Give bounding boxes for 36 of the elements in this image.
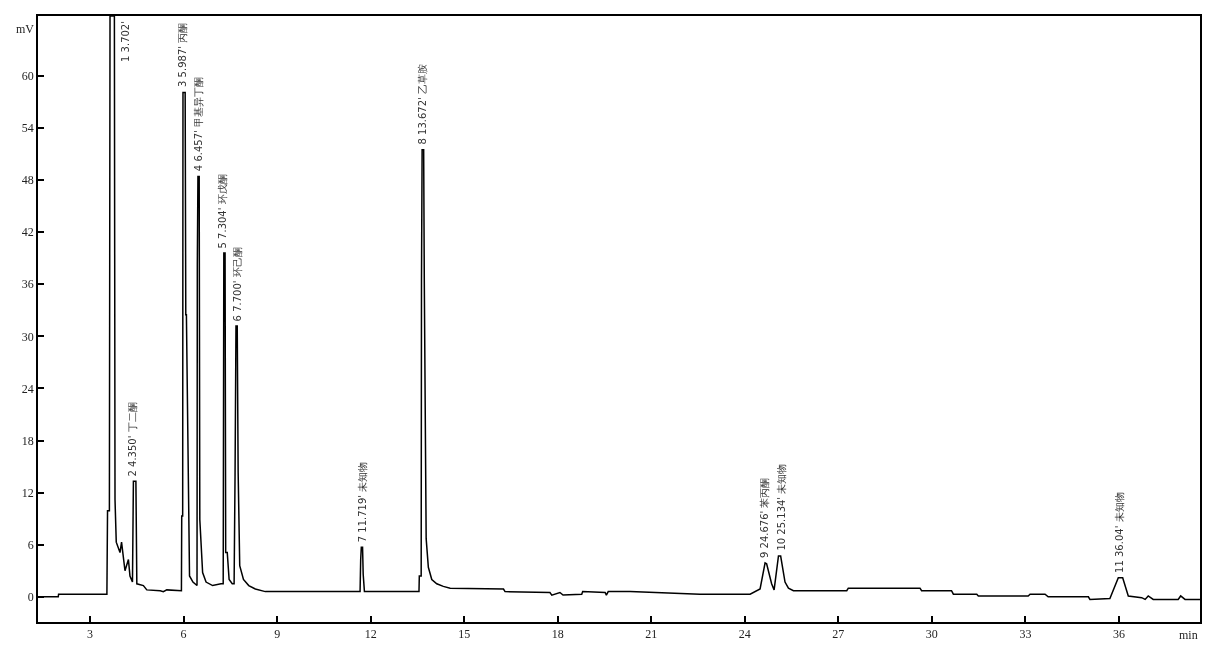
annotation: 7 11.719' 未知物: [356, 461, 368, 543]
y-tick-label: 54: [21, 121, 34, 136]
annotation: 6 7.700' 环己酮: [232, 247, 244, 322]
y-tick-label: 48: [21, 173, 34, 188]
annotation: 2 4.350' 丁二酮: [126, 402, 138, 477]
x-tick-label: 21: [645, 627, 658, 642]
x-axis-title: min: [1179, 628, 1198, 642]
y-tick-label: 24: [21, 381, 34, 396]
y-tick-label: 6: [27, 537, 34, 552]
y-axis-title: mV: [16, 22, 35, 36]
annotation: 10 25.134' 未知物: [775, 463, 787, 551]
x-tick-label: 6: [180, 627, 187, 642]
annotation: 8 13.672' 乙草胺: [417, 64, 429, 145]
x-tick-label: 3: [87, 627, 94, 642]
x-tick-label: 27: [832, 627, 845, 642]
annotation: 5 7.304' 环戊酮: [217, 174, 229, 249]
y-tick-label: 18: [21, 433, 34, 448]
x-tick-label: 18: [551, 627, 564, 642]
y-tick-label: 42: [21, 225, 34, 240]
annotation: 11 36.04' 未知物: [1114, 492, 1126, 573]
x-tick-label: 33: [1019, 627, 1032, 642]
x-tick-label: 15: [458, 627, 471, 642]
annotation: 3 5.987' 丙酮: [177, 22, 189, 87]
y-tick-label: 60: [21, 69, 34, 84]
annotation: 4 6.457' 甲基异丁酮: [192, 77, 204, 172]
y-tick-label: 36: [21, 277, 34, 292]
x-tick-label: 36: [1112, 627, 1125, 642]
annotation: 1 3.702': [119, 21, 131, 62]
y-tick-label: 0: [27, 590, 34, 605]
annotation: 9 24.676' 苯丙酮: [759, 477, 771, 558]
x-tick-label: 24: [738, 627, 751, 642]
y-tick-label: 12: [21, 485, 34, 500]
y-tick-label: 30: [21, 329, 34, 344]
x-tick-label: 30: [925, 627, 938, 642]
x-tick-label: 12: [364, 627, 377, 642]
x-tick-label: 9: [274, 627, 281, 642]
